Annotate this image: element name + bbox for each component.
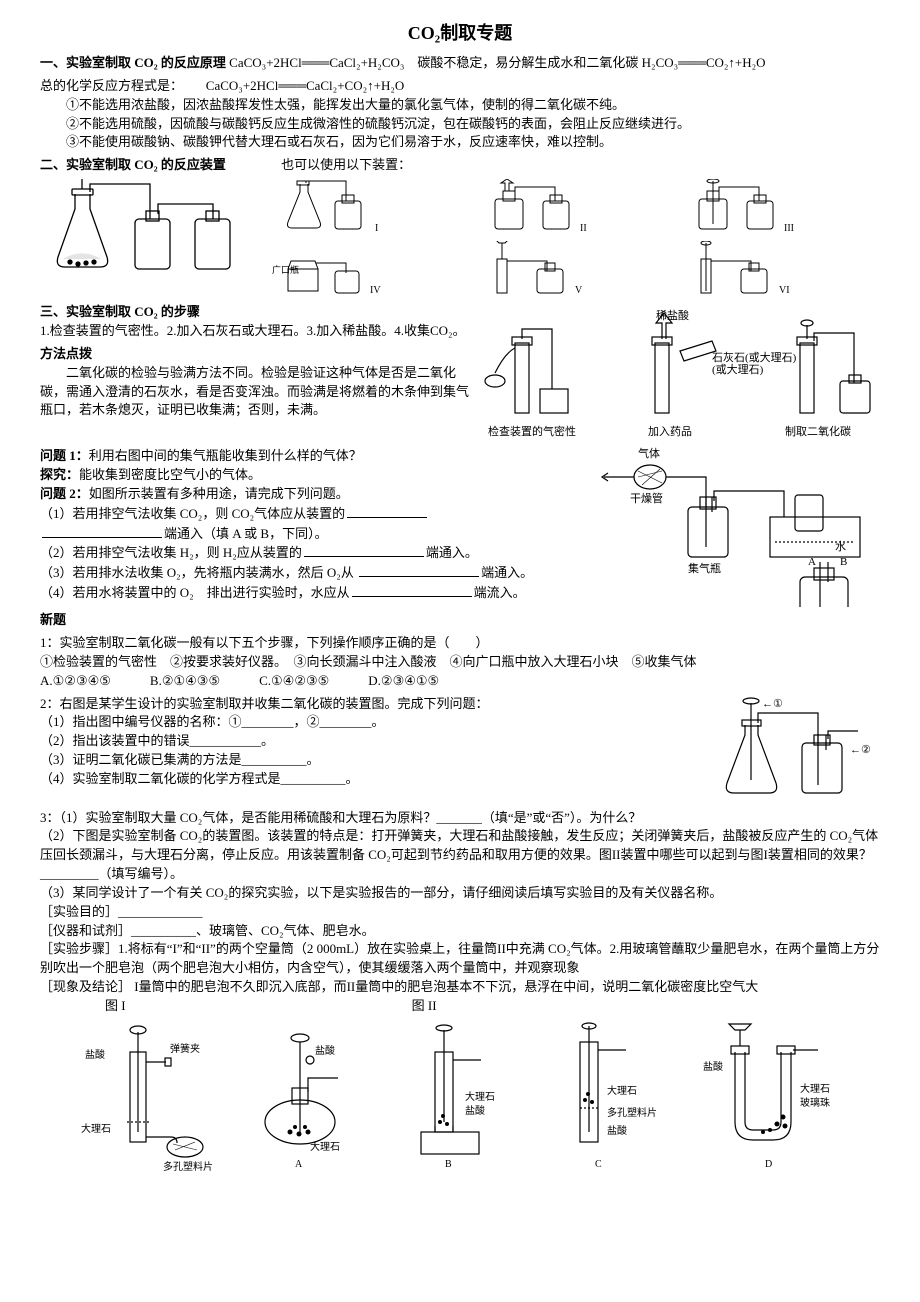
device-i-icon: I (270, 179, 400, 237)
device-ii-icon: II (475, 179, 605, 237)
svg-text:II: II (580, 223, 587, 234)
svg-text:大理石: 大理石 (310, 1140, 340, 1153)
svg-text:大理石: 大理石 (465, 1090, 495, 1103)
svg-text:盐酸: 盐酸 (703, 1060, 723, 1073)
svg-text:玻璃珠: 玻璃珠 (800, 1096, 830, 1109)
device-c-icon: 大理石 多孔塑料片 盐酸 C (535, 1022, 675, 1172)
svg-text:气体: 气体 (638, 447, 660, 460)
svg-text:制取二氧化碳: 制取二氧化碳 (785, 424, 851, 438)
q2-p1: （1）若用排空气法收集 CO₂，则 CO₂气体应从装置的 (40, 504, 570, 524)
svg-text:多孔塑料片: 多孔塑料片 (607, 1106, 657, 1119)
section-3: 三、实验室制取 CO₂ 的步骤 1.检查装置的气密性。2.加入石灰石或大理石。3… (40, 303, 880, 443)
sec1-heading: 一、实验室制取 CO₂ 的反应原理 (40, 55, 229, 70)
apparatus-row: I II III 广口瓶 IV V VI (40, 179, 880, 299)
alt-devices-grid: I II III 广口瓶 IV V VI (270, 179, 880, 299)
svg-text:C: C (595, 1159, 602, 1170)
method-text: 二氧化碳的检验与验满方法不同。检验是验证这种气体是否是二氧化碳，需通入澄清的石灰… (40, 364, 470, 421)
device-a-icon: 盐酸 大理石 A (235, 1022, 365, 1172)
svg-text:III: III (784, 223, 794, 234)
svg-text:大理石: 大理石 (81, 1122, 111, 1135)
svg-text:A: A (808, 556, 816, 568)
svg-text:广口瓶: 广口瓶 (272, 264, 299, 275)
device-row: 盐酸 弹簧夹 大理石 多孔塑料片 盐酸 大理石 A (40, 1022, 880, 1172)
svg-text:石灰石(或大理石): 石灰石(或大理石) (712, 350, 797, 364)
device-iv-icon: 广口瓶 IV (270, 241, 400, 299)
sec1-p1: ①不能选用浓盐酸，因浓盐酸挥发性太强，能挥发出大量的氯化氢气体，使制的得二氧化碳… (40, 96, 880, 115)
gas-collect-figure: 气体 干燥管 集气瓶 水 A B (580, 447, 880, 607)
sec1-eq2: CaCO₃+2HCl═══CaCl₂+CO₂↑+H₂O (206, 78, 405, 93)
explore-text: 能收集到密度比空气小的气体。 (79, 467, 261, 482)
svg-text:IV: IV (370, 285, 381, 296)
svg-text:集气瓶: 集气瓶 (688, 561, 721, 575)
page-title: CO₂制取专题 (40, 20, 880, 46)
svg-text:B: B (840, 556, 847, 568)
svg-text:大理石: 大理石 (607, 1084, 637, 1097)
main-apparatus-figure (40, 179, 260, 279)
svg-text:多孔塑料片: 多孔塑料片 (163, 1160, 213, 1172)
device-vi-icon: VI (679, 241, 809, 299)
q1-text: 利用右图中间的集气瓶能收集到什么样的气体？ (89, 448, 362, 463)
svg-text:←②: ←② (850, 744, 871, 756)
new-q2: 2：右图是某学生设计的实验室制取并收集二氧化碳的装置图。完成下列问题： （1）指… (40, 695, 880, 805)
q2-figure: ←① ←② (710, 695, 880, 805)
svg-text:盐酸: 盐酸 (465, 1104, 485, 1117)
q2-heading: 问题 2： (40, 486, 89, 501)
q2-p4: （4）若用水将装置中的 O₂ 排出进行实验时，水应从端流入。 (40, 583, 570, 603)
sec3-heading: 三、实验室制取 CO₂ 的步骤 (40, 303, 470, 322)
svg-text:加入药品: 加入药品 (648, 425, 692, 438)
sec1-p2: ②不能选用硫酸，因硫酸与碳酸钙反应生成微溶性的硫酸钙沉淀，包在碳酸钙的表面，会阻… (40, 115, 880, 134)
new-q3: 3：（1）实验室制取大量 CO₂气体，是否能用稀硫酸和大理石为原料？______… (40, 809, 880, 1016)
q2-p2: （2）若用排空气法收集 H₂，则 H₂应从装置的端通入。 (40, 543, 570, 563)
svg-text:(或大理石): (或大理石) (712, 362, 764, 376)
sec1-eq1: CaCO₃+2HCl═══CaCl₂+H₂CO₃ 碳酸不稳定，易分解生成水和二氧… (229, 55, 765, 70)
svg-text:盐酸: 盐酸 (315, 1044, 335, 1057)
section-2: 二、实验室制取 CO₂ 的反应装置 也可以使用以下装置： (40, 156, 880, 175)
q2-p3: （3）若用排水法收集 O₂，先将瓶内装满水，然后 O₂从 端通入。 (40, 563, 570, 583)
svg-text:I: I (375, 223, 378, 234)
q1-heading: 问题 1： (40, 448, 89, 463)
explore-heading: 探究： (40, 467, 79, 482)
new-heading: 新题 (40, 611, 880, 630)
sec1-eq2-label: 总的化学反应方程式是： (40, 78, 177, 93)
sec2-heading: 二、实验室制取 CO₂ 的反应装置 (40, 157, 226, 172)
section-1: 一、实验室制取 CO₂ 的反应原理 CaCO₃+2HCl═══CaCl₂+H₂C… (40, 54, 880, 152)
q2-intro: 如图所示装置有多种用途，请完成下列问题。 (89, 486, 349, 501)
svg-text:盐酸: 盐酸 (607, 1124, 627, 1137)
method-heading: 方法点拨 (40, 345, 470, 364)
questions-block: 问题 1：利用右图中间的集气瓶能收集到什么样的气体？ 探究：能收集到密度比空气小… (40, 447, 880, 607)
svg-text:D: D (765, 1159, 772, 1170)
device-v-icon: V (475, 241, 605, 299)
svg-text:水: 水 (835, 540, 846, 553)
svg-text:稀盐酸: 稀盐酸 (656, 308, 689, 322)
device-iii-icon: III (679, 179, 809, 237)
svg-text:A: A (295, 1159, 303, 1170)
sec1-p3: ③不能使用碳酸钠、碳酸钾代替大理石或石灰石，因为它们易溶于水，反应速率快，难以控… (40, 133, 880, 152)
svg-text:←①: ←① (762, 698, 783, 710)
sec2-note: 也可以使用以下装置： (281, 157, 411, 172)
svg-text:检查装置的气密性: 检查装置的气密性 (488, 424, 576, 438)
sec3-steps: 1.检查装置的气密性。2.加入石灰石或大理石。3.加入稀盐酸。4.收集CO₂。 (40, 322, 470, 341)
svg-text:B: B (445, 1159, 452, 1170)
svg-text:弹簧夹: 弹簧夹 (170, 1042, 200, 1055)
svg-text:VI: VI (779, 285, 790, 296)
device-b-icon: 大理石 盐酸 B (385, 1022, 515, 1172)
steps-figure: 稀盐酸 石灰石(或大理石) (或大理石) 检查装置的气密性 加入药品 制取二氧化… (480, 303, 880, 443)
device-d-icon: 盐酸 大理石 玻璃珠 D (695, 1022, 845, 1172)
device-fig-i-icon: 盐酸 弹簧夹 大理石 多孔塑料片 (75, 1022, 215, 1172)
new-q1: 1：实验室制取二氧化碳一般有以下五个步骤，下列操作顺序正确的是（ ） ①检验装置… (40, 634, 880, 691)
svg-text:大理石: 大理石 (800, 1082, 830, 1095)
svg-text:盐酸: 盐酸 (85, 1048, 105, 1061)
svg-text:V: V (575, 285, 583, 296)
svg-text:干燥管: 干燥管 (630, 491, 663, 505)
